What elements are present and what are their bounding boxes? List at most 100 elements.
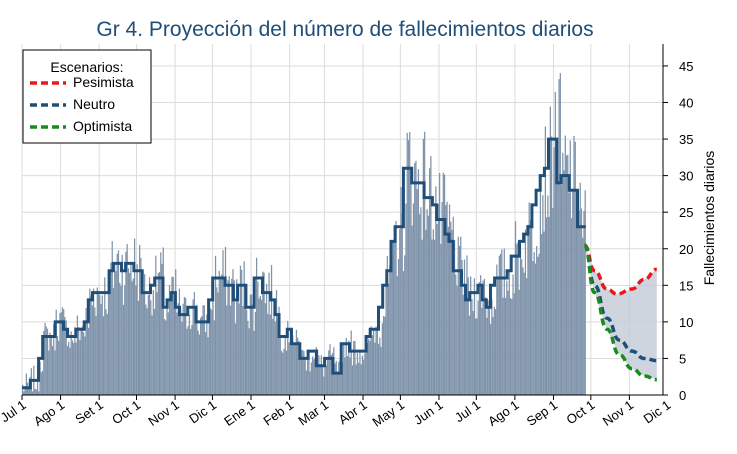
x-tick-label: Ago 1: [31, 397, 67, 429]
daily-bar: [89, 288, 91, 395]
daily-bar: [441, 201, 443, 395]
daily-bar: [456, 285, 458, 395]
daily-bar: [292, 335, 294, 395]
daily-bar: [117, 250, 120, 395]
daily-bar: [228, 276, 230, 395]
daily-bar: [485, 297, 487, 395]
daily-bar: [368, 338, 370, 395]
y-tick-label: 30: [679, 169, 693, 184]
daily-bar: [275, 289, 278, 395]
daily-bar: [323, 376, 325, 395]
x-tick-label: Ago 1: [485, 397, 521, 429]
daily-bar: [156, 292, 158, 395]
daily-bar: [320, 355, 322, 395]
daily-bar: [538, 253, 540, 395]
daily-bar: [348, 340, 350, 395]
daily-bar: [65, 320, 67, 395]
daily-bar: [346, 356, 349, 395]
daily-bar: [237, 301, 239, 395]
x-tick-label: Oct 1: [563, 397, 597, 427]
daily-bar: [419, 214, 421, 395]
daily-bar: [166, 307, 168, 395]
daily-bar: [404, 255, 406, 395]
x-ticks: Jul 1 Ago 1 Set 1 Oct 1 Nov 1 Dic 1 Ene 1 Feb 1…: [0, 395, 673, 430]
daily-bar: [483, 278, 486, 395]
daily-bar: [451, 229, 453, 395]
scenario-line-pesimista: [583, 243, 658, 296]
daily-bar: [66, 345, 69, 395]
daily-bar: [201, 316, 203, 395]
daily-bar: [68, 341, 70, 395]
daily-bar: [202, 305, 204, 395]
daily-bar: [518, 289, 520, 395]
daily-bar: [175, 269, 177, 395]
daily-bar: [97, 291, 100, 395]
daily-bar: [574, 141, 576, 395]
daily-bar: [287, 320, 289, 395]
daily-bar: [384, 316, 386, 395]
daily-bar: [568, 192, 570, 395]
y-tick-label: 10: [679, 315, 693, 330]
daily-bar: [134, 238, 136, 395]
daily-bar: [280, 350, 283, 395]
daily-bar: [203, 305, 205, 395]
daily-bar: [246, 309, 248, 395]
daily-bar: [262, 271, 264, 395]
daily-bar: [259, 296, 261, 395]
daily-bar: [300, 350, 303, 395]
daily-bar: [482, 280, 484, 395]
daily-bar: [216, 287, 218, 395]
daily-bar: [541, 234, 543, 395]
daily-bar: [69, 347, 71, 395]
daily-bar: [277, 317, 279, 395]
daily-bar: [447, 226, 449, 395]
scenario-band: [584, 245, 657, 380]
daily-bar: [106, 313, 108, 395]
daily-bar: [584, 190, 586, 395]
daily-bar: [84, 336, 86, 395]
daily-bar: [223, 281, 225, 395]
daily-bar: [44, 322, 46, 395]
daily-bars: [22, 73, 586, 396]
y-tick-label: 25: [679, 205, 693, 220]
daily-bar: [91, 305, 93, 395]
daily-bar: [64, 317, 66, 395]
daily-bar: [82, 332, 85, 395]
daily-bar: [63, 309, 65, 395]
daily-bar: [436, 224, 438, 395]
y-tick-label: 15: [679, 278, 693, 293]
daily-bar: [100, 304, 102, 395]
daily-bar: [376, 328, 378, 395]
daily-bar: [379, 337, 381, 395]
daily-bar: [24, 386, 26, 395]
daily-bar: [208, 308, 210, 395]
x-tick-label: Set 1: [72, 397, 105, 427]
daily-bar: [504, 297, 507, 395]
daily-bar: [244, 295, 247, 395]
daily-bar: [450, 221, 452, 395]
daily-bar: [391, 241, 393, 395]
daily-bar: [501, 249, 503, 395]
daily-bar: [467, 277, 469, 395]
daily-bar: [25, 373, 27, 395]
daily-bar: [49, 332, 51, 395]
daily-bar: [488, 306, 490, 395]
daily-bar: [575, 214, 578, 395]
daily-bar: [171, 276, 173, 395]
daily-bar: [452, 216, 454, 395]
daily-bar: [53, 323, 55, 395]
daily-bar: [472, 310, 474, 395]
daily-bar: [257, 281, 259, 395]
daily-bar: [316, 349, 319, 395]
daily-bar: [583, 210, 585, 395]
daily-bar: [326, 357, 329, 395]
daily-bar: [283, 348, 285, 395]
daily-bar: [273, 312, 275, 395]
x-tick-label: Nov 1: [600, 397, 636, 429]
daily-bar: [481, 307, 483, 395]
daily-bar: [249, 294, 252, 395]
daily-bar: [45, 326, 47, 395]
daily-bar: [31, 391, 34, 395]
daily-bar: [258, 298, 260, 395]
daily-bar: [582, 237, 584, 395]
